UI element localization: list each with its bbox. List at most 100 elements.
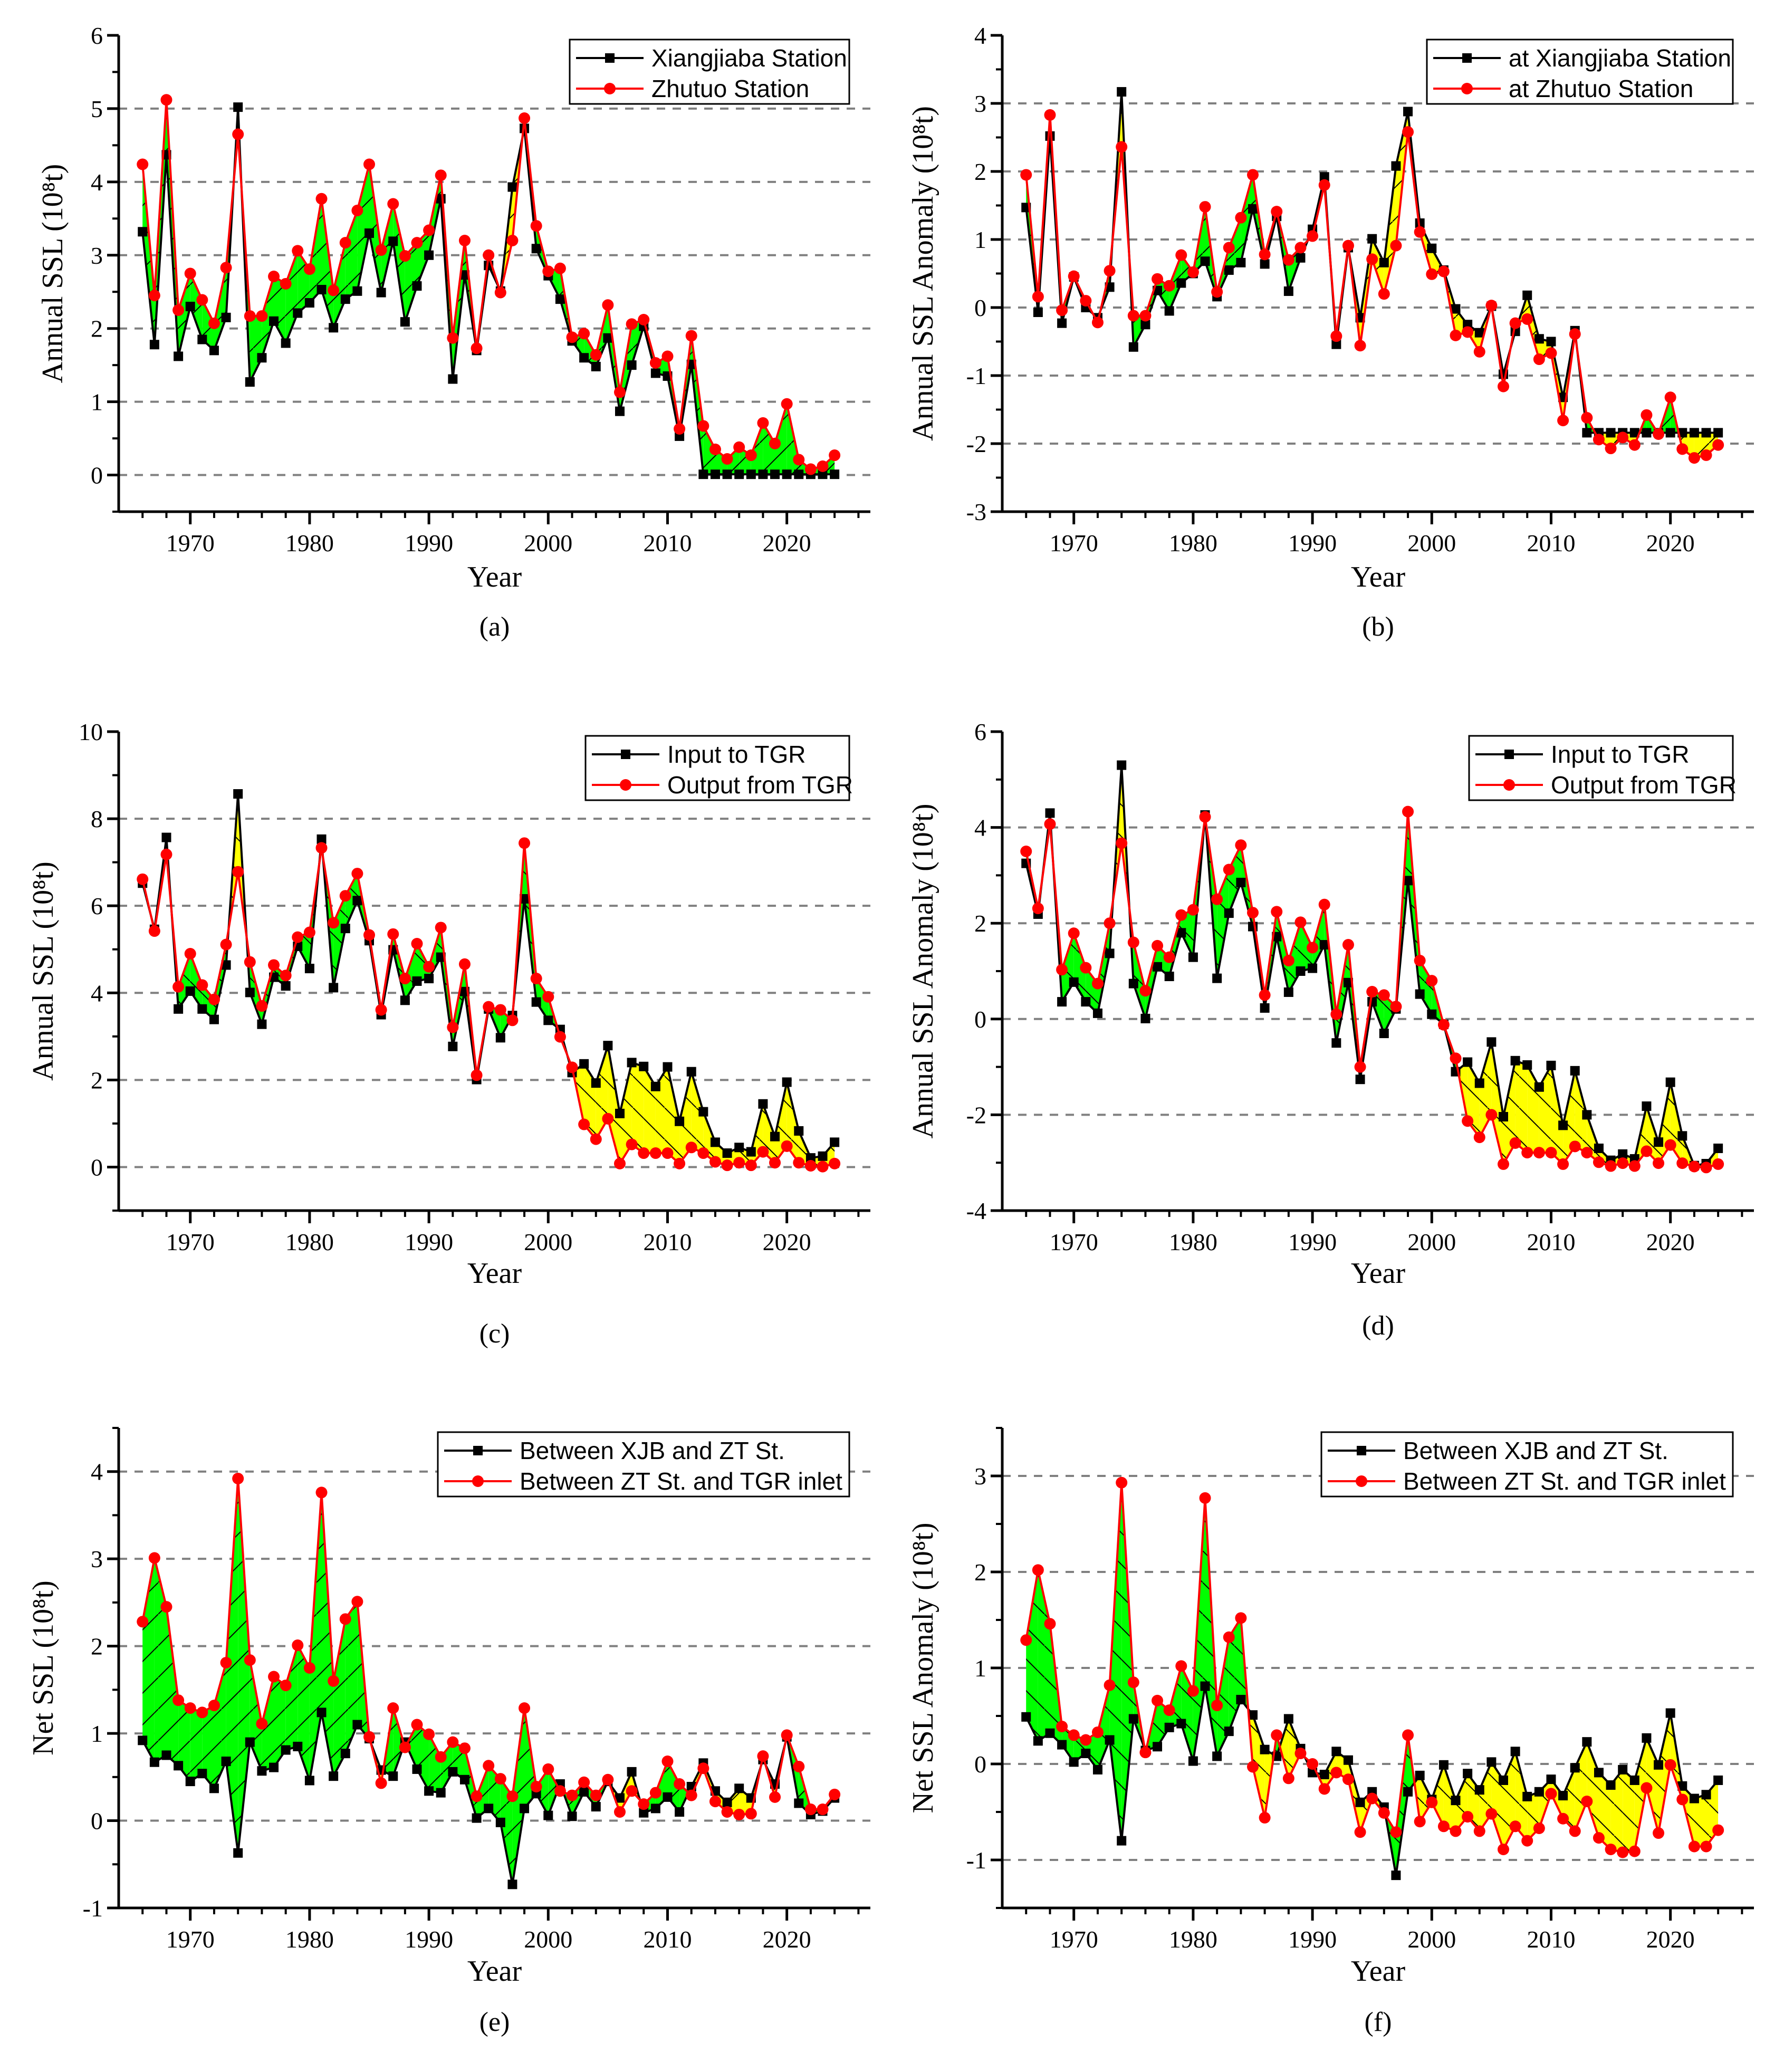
data-point-square <box>1474 1785 1484 1795</box>
y-tick-label: 6 <box>91 22 103 49</box>
hatch-overlay <box>357 164 369 291</box>
data-point-circle <box>674 1778 686 1790</box>
hatch-overlay <box>393 204 405 322</box>
hatch-overlay <box>1109 1482 1122 1841</box>
data-point-circle <box>733 1157 745 1169</box>
hatch-overlay <box>333 243 346 328</box>
data-point-circle <box>506 234 519 246</box>
data-point-circle <box>709 1156 721 1168</box>
y-tick-label: 0 <box>974 294 986 321</box>
hatch-overlay <box>406 1724 417 1769</box>
legend: at Xiangjiaba Station at Zhutuo Station <box>1426 39 1734 105</box>
data-point-circle <box>661 1147 674 1159</box>
data-point-circle <box>519 837 531 849</box>
y-tick-label: 2 <box>91 1067 103 1093</box>
data-point-circle <box>1294 242 1307 254</box>
data-point-circle <box>1533 1147 1545 1159</box>
data-point-square <box>770 469 780 479</box>
data-point-circle <box>506 1014 519 1027</box>
hatch-overlay <box>1324 1751 1337 1789</box>
data-point-square <box>185 986 195 996</box>
data-point-circle <box>769 1791 781 1803</box>
hatch-overlay <box>429 1734 441 1793</box>
data-point-circle <box>519 112 531 124</box>
data-point-circle <box>1330 330 1342 342</box>
data-point-circle <box>375 244 387 256</box>
data-point-square <box>495 1817 505 1827</box>
data-point-circle <box>793 1157 805 1169</box>
data-point-square <box>1069 977 1079 987</box>
data-point-circle <box>1247 907 1259 919</box>
data-point-circle <box>172 304 185 316</box>
data-point-square <box>257 1766 267 1776</box>
data-point-square <box>650 1081 660 1091</box>
hatch-overlay <box>1396 1735 1408 1876</box>
data-point-square <box>818 469 828 479</box>
hatch-overlay <box>1610 1769 1623 1853</box>
data-point-circle <box>1116 1476 1128 1489</box>
data-point-square <box>340 294 350 304</box>
data-point-circle <box>1187 1685 1199 1697</box>
data-point-circle <box>1676 1793 1689 1806</box>
data-point-circle <box>351 205 363 217</box>
data-point-square <box>1594 1143 1604 1153</box>
data-point-circle <box>1020 1634 1032 1646</box>
data-point-square <box>495 1033 505 1043</box>
data-point-circle <box>1533 353 1545 366</box>
data-point-circle <box>1223 242 1235 254</box>
data-point-circle <box>1032 291 1044 303</box>
hatch-overlay <box>1280 1719 1289 1779</box>
data-point-circle <box>697 420 709 432</box>
data-point-circle <box>411 1719 423 1731</box>
data-point-square <box>412 976 422 986</box>
data-point-circle <box>1127 1676 1139 1689</box>
data-point-circle <box>399 973 411 985</box>
data-point-circle <box>1521 313 1533 325</box>
data-point-circle <box>447 1021 459 1033</box>
data-point-square <box>1153 962 1163 972</box>
data-point-circle <box>1127 936 1139 948</box>
data-point-circle <box>292 931 304 943</box>
chart-panel-b: 1970 1980 1990 2000 2010 2020 -3 -2 -1 0 1 2 3 4 Year A… <box>907 22 1754 642</box>
y-tick-label: 6 <box>91 893 103 919</box>
data-point-square <box>1212 973 1222 983</box>
hatch-overlay <box>536 1769 549 1816</box>
legend-square-marker-icon <box>621 750 630 759</box>
data-point-circle <box>1390 1001 1402 1013</box>
data-point-square <box>675 1116 685 1126</box>
hatch-overlay <box>1026 1570 1038 1741</box>
data-point-square <box>424 1786 434 1796</box>
data-point-square <box>1188 952 1198 962</box>
data-point-square <box>1188 1756 1198 1766</box>
data-point-square <box>1713 1143 1723 1153</box>
data-point-circle <box>1628 1160 1641 1172</box>
data-point-circle <box>148 1552 160 1564</box>
hatch-overlay <box>154 1558 167 1762</box>
x-tick-label: 2020 <box>1646 1926 1695 1953</box>
data-point-circle <box>1402 805 1414 818</box>
data-point-square <box>1391 161 1401 171</box>
data-point-square <box>1117 760 1127 770</box>
data-point-circle <box>303 1662 315 1674</box>
data-point-circle <box>1664 1759 1676 1771</box>
data-point-square <box>245 1737 255 1747</box>
data-point-square <box>316 1708 327 1718</box>
data-point-circle <box>1664 391 1676 404</box>
legend-circle-marker-icon <box>620 779 631 791</box>
data-point-square <box>257 353 267 363</box>
y-tick-label: 3 <box>91 1546 103 1572</box>
data-point-circle <box>137 158 149 170</box>
data-point-circle <box>781 1140 793 1152</box>
data-point-circle <box>1318 1783 1330 1795</box>
y-tick-label: -2 <box>966 1101 986 1128</box>
data-point-circle <box>1581 1795 1593 1807</box>
legend-circle-marker-icon <box>1356 1475 1367 1487</box>
data-point-square <box>1283 1714 1293 1724</box>
hatch-overlay <box>345 874 358 929</box>
data-point-circle <box>1402 1729 1414 1741</box>
data-point-circle <box>793 1760 805 1772</box>
data-point-circle <box>1152 273 1164 285</box>
data-point-circle <box>1593 434 1605 446</box>
hatch-overlay <box>763 423 775 475</box>
hatch-overlay <box>1658 1713 1671 1833</box>
